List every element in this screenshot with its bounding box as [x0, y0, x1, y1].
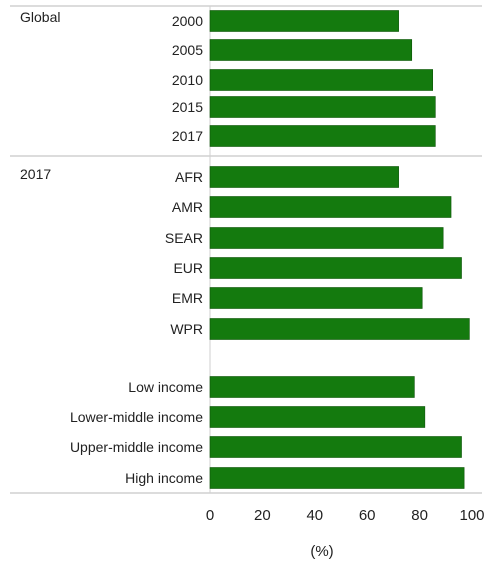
bar — [209, 318, 470, 340]
x-tick-label: 60 — [359, 507, 376, 524]
bar — [209, 96, 436, 118]
bar — [209, 196, 452, 218]
bar — [209, 376, 415, 398]
category-label: AMR — [172, 199, 203, 215]
x-tick-label: 0 — [206, 507, 214, 524]
category-label: 2000 — [172, 13, 203, 29]
category-label: Low income — [128, 379, 203, 395]
chart-marks: 2000 2005 2010 2015 2017 AFR AMR SEAR EUR EMR WPR L… — [70, 10, 470, 489]
category-label: SEAR — [165, 230, 203, 246]
category-label: EUR — [173, 260, 203, 276]
x-tick-label: 40 — [306, 507, 323, 524]
category-label: 2005 — [172, 42, 203, 58]
x-tick-label: 20 — [254, 507, 271, 524]
category-label: WPR — [170, 321, 203, 337]
bar — [209, 166, 399, 188]
bar — [209, 69, 433, 91]
bar — [209, 227, 444, 249]
category-label: Upper-middle income — [70, 439, 203, 455]
bar — [209, 10, 399, 32]
bar — [209, 287, 423, 309]
category-label: 2010 — [172, 72, 203, 88]
x-tick-label: 80 — [411, 507, 428, 524]
bar — [209, 39, 413, 61]
category-label: 2017 — [172, 128, 203, 144]
x-axis-ticks: 0 20 40 60 80 100 — [206, 507, 485, 524]
category-label: AFR — [175, 169, 203, 185]
panel-group-label: 2017 — [20, 166, 51, 182]
bar — [209, 406, 426, 428]
bar — [209, 467, 465, 489]
bar — [209, 257, 462, 279]
category-label: High income — [125, 470, 203, 486]
bar — [209, 436, 462, 458]
category-label: 2015 — [172, 99, 203, 115]
bar — [209, 125, 436, 147]
x-axis-title: (%) — [310, 543, 333, 560]
panel-group-label: Global — [20, 9, 60, 25]
category-label: Lower-middle income — [70, 409, 203, 425]
x-tick-label: 100 — [459, 507, 484, 524]
category-label: EMR — [172, 290, 203, 306]
